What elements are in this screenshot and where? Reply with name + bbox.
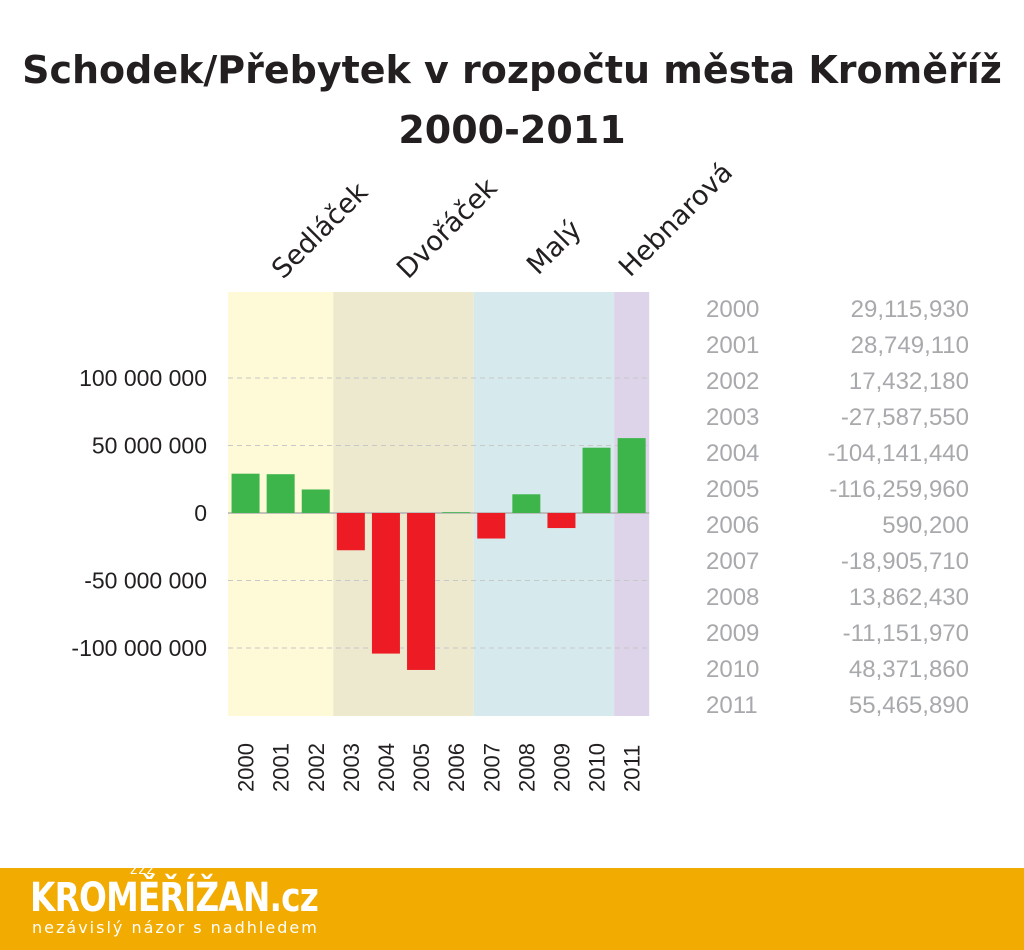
value-table-year: 2004 [706, 440, 760, 467]
x-tick-label-2011: 2011 [620, 745, 645, 792]
x-tick-label-2002: 2002 [304, 743, 329, 792]
value-table-row: 2001 28,749,110 [700, 328, 972, 364]
value-table-value: -116,259,960 [829, 476, 969, 503]
value-table-value: 55,465,890 [848, 692, 969, 719]
value-table-value: 590,200 [882, 512, 969, 539]
value-table-value: 17,432,180 [848, 368, 969, 395]
x-tick-label-2003: 2003 [339, 743, 364, 792]
brand-tagline: nezávislý názor s nadhledem [32, 918, 319, 937]
bar-2009 [547, 513, 576, 529]
value-table-row: 2000 29,115,930 [700, 292, 972, 328]
value-table-value: 48,371,860 [848, 656, 969, 683]
y-tick-label: 50 000 000 [92, 433, 207, 459]
bar-2007 [477, 513, 506, 539]
logo-accent: žžž [130, 862, 156, 878]
x-tick-label-2010: 2010 [585, 743, 610, 792]
value-table-row: 2008 13,862,430 [700, 580, 972, 616]
bar-2008 [512, 494, 541, 513]
value-table-row: 2007 -18,905,710 [700, 544, 972, 580]
value-table-value: -104,141,440 [827, 440, 969, 467]
budget-bar-chart: 100 000 000 50 000 000 0 -50 000 000 -100 00… [71, 157, 739, 792]
value-table-year: 2001 [706, 332, 760, 359]
value-table-row: 2006 590,200 [700, 508, 972, 544]
y-tick-label: 100 000 000 [79, 365, 207, 391]
bar-2000 [231, 473, 260, 513]
value-table-year: 2007 [706, 548, 760, 575]
value-table-row: 2011 55,465,890 [700, 688, 972, 724]
chart-title-line2: 2000-2011 [398, 108, 626, 152]
bar-2002 [301, 489, 330, 513]
footer-bar: žžž KROMĚŘÍŽAN.cz nezávislý názor s nadh… [0, 862, 1024, 950]
x-tick-label-2001: 2001 [269, 743, 294, 792]
value-table-row: 2002 17,432,180 [700, 364, 972, 400]
value-table-row: 2004 -104,141,440 [700, 436, 972, 472]
x-tick-label-2007: 2007 [479, 743, 504, 792]
value-table: 2000 29,115,930 2001 28,749,110 2002 17,432,1… [700, 292, 972, 724]
period-label-1: Dvořáček [391, 172, 504, 285]
value-table-value: 28,749,110 [850, 332, 969, 359]
value-table-row: 2005 -116,259,960 [700, 472, 972, 508]
value-table-value: -18,905,710 [840, 548, 969, 575]
chart-title-line1: Schodek/Přebytek v rozpočtu města Kroměř… [22, 48, 1002, 92]
value-table-value: -11,151,970 [842, 620, 969, 647]
value-table-year: 2010 [706, 656, 760, 683]
bar-2010 [582, 447, 611, 513]
x-tick-label-2008: 2008 [514, 743, 539, 792]
value-table-row: 2003 -27,587,550 [700, 400, 972, 436]
bar-2011 [617, 438, 646, 513]
y-tick-label: -100 000 000 [71, 635, 207, 661]
y-tick-label: 0 [194, 500, 207, 526]
bar-2005 [407, 513, 436, 670]
period-band-1 [333, 292, 474, 716]
bar-2003 [336, 513, 365, 551]
value-table-value: -27,587,550 [840, 404, 969, 431]
period-label-2: Malý [521, 214, 588, 281]
y-tick-label: -50 000 000 [84, 568, 207, 594]
x-tick-label-2004: 2004 [374, 743, 399, 792]
bar-2006 [442, 512, 471, 513]
value-table-row: 2009 -11,151,970 [700, 616, 972, 652]
x-tick-label-2009: 2009 [549, 743, 574, 792]
value-table-value: 13,862,430 [848, 584, 969, 611]
value-table-year: 2008 [706, 584, 760, 611]
value-table-year: 2003 [706, 404, 760, 431]
value-table-row: 2010 48,371,860 [700, 652, 972, 688]
x-tick-label-2000: 2000 [234, 743, 259, 792]
value-table-year: 2005 [706, 476, 760, 503]
value-table-value: 29,115,930 [850, 296, 969, 323]
value-table-year: 2011 [706, 692, 758, 719]
x-tick-label-2006: 2006 [444, 743, 469, 792]
value-table-year: 2002 [706, 368, 760, 395]
value-table-year: 2006 [706, 512, 760, 539]
bar-2004 [371, 513, 400, 654]
bar-2001 [266, 474, 295, 513]
period-label-0: Sedláček [266, 176, 374, 284]
period-label-3: Hebnarová [613, 157, 739, 283]
value-table-year: 2000 [706, 296, 760, 323]
brand-logo[interactable]: KROMĚŘÍŽAN.cz [30, 875, 319, 921]
x-tick-label-2005: 2005 [409, 743, 434, 792]
value-table-year: 2009 [706, 620, 760, 647]
